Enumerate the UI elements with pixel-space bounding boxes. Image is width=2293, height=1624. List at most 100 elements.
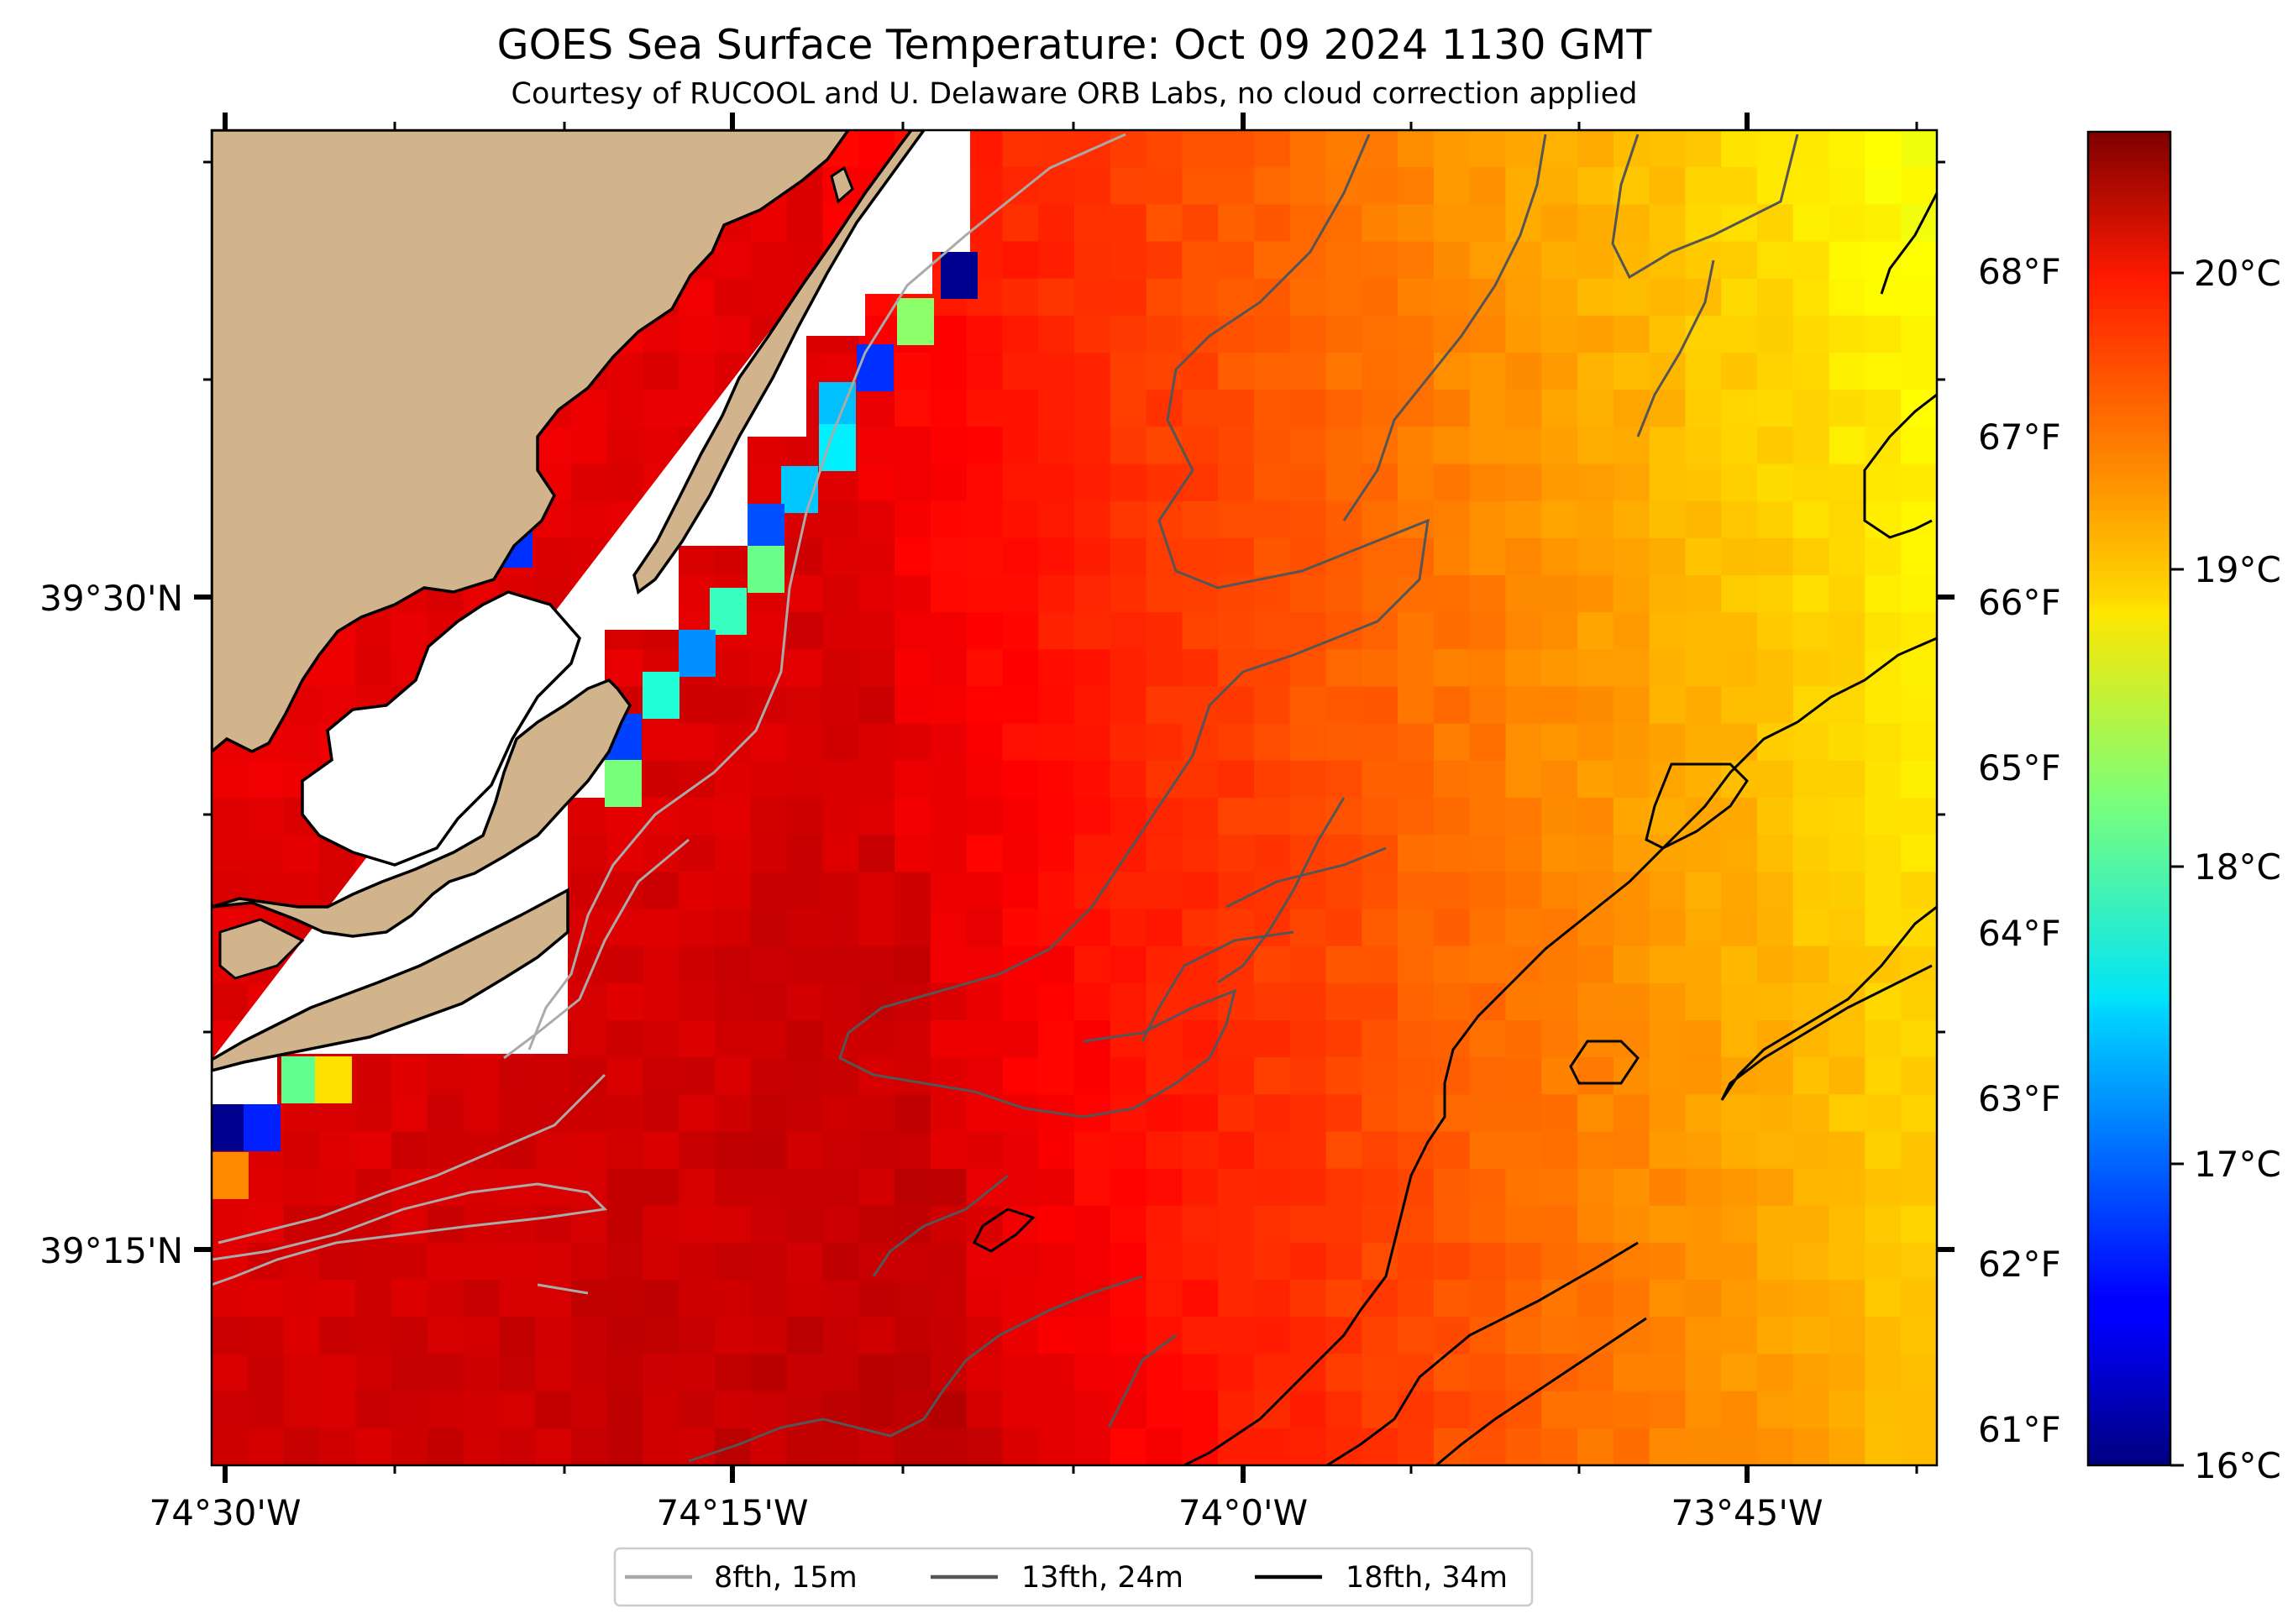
sst-cell [1325,1280,1362,1318]
sst-cell [427,1131,464,1170]
sst-cell [535,1057,572,1095]
sst-cell [535,1317,572,1355]
sst-cell [1829,1280,1866,1318]
sst-cell [786,1317,824,1355]
sst-cell [1038,1428,1075,1465]
sst-cell [715,1057,752,1095]
sst-cell [1865,464,1902,502]
sst-cell [1398,278,1435,317]
sst-cell [1541,427,1578,465]
fahrenheit-tick-label: 64°F [1978,913,2061,954]
sst-cell [1362,798,1398,836]
sst-cell [1325,760,1362,799]
sst-cell [1289,723,1327,762]
sst-cell [966,649,1004,688]
sst-cell [1325,1131,1362,1170]
sst-cell [1146,464,1183,502]
sst-cell [1289,427,1327,465]
sst-cell [1253,1020,1291,1058]
sst-cell [355,1243,392,1281]
sst-cell [1146,1205,1183,1244]
sst-cell [1289,1168,1327,1207]
sst-cell [1182,390,1219,427]
sst-cell [1398,353,1435,390]
sst-cell [1398,1391,1435,1429]
sst-cell [1649,575,1687,613]
sst-cell [1362,427,1398,465]
sst-cell [1829,798,1866,836]
sst-cell [1074,167,1111,205]
sst-cell [1002,612,1039,650]
sst-cell [1146,353,1183,390]
fahrenheit-tick-label: 61°F [1978,1409,2061,1450]
sst-cell [1002,1280,1039,1318]
sst-cell [786,872,824,910]
sst-cell [355,1168,392,1207]
sst-cell [679,1205,716,1244]
sst-cell [643,1020,680,1058]
sst-cell [499,1094,536,1133]
sst-cell [1721,1094,1758,1133]
sst-cell [1901,798,1937,836]
sst-cell [858,537,895,576]
sst-cell [391,1168,428,1207]
sst-cell [895,835,931,872]
legend-label-8fth: 8fth, 15m [714,1561,858,1595]
sst-cell [1398,1428,1435,1465]
fahrenheit-tick-label: 63°F [1978,1078,2061,1119]
sst-cell [1649,982,1687,1021]
sst-cell [212,760,249,799]
sst-cell [1577,1020,1614,1058]
sst-cell [1253,1428,1291,1465]
fahrenheit-tick-label: 65°F [1978,747,2061,788]
sst-cell [1901,1020,1937,1058]
sst-cell [1398,1354,1435,1392]
sst-cell [1038,649,1075,688]
sst-cell [1613,1243,1650,1281]
sst-cell [1362,1057,1398,1095]
sst-cell [1146,1317,1183,1355]
sst-cell [1218,760,1255,799]
sst-cell [355,649,392,688]
sst-cell [1577,909,1614,947]
sst-cell [1469,982,1507,1021]
sst-cell [822,500,859,539]
sst-cell [1505,390,1542,427]
sst-cell [750,835,788,872]
sst-cell [499,1243,536,1281]
sst-cell [1829,241,1866,280]
sst-cell [858,612,895,650]
sst-cell [1289,982,1327,1021]
sst-cell [605,760,642,807]
sst-cell [1505,649,1542,688]
sst-cell [930,1094,968,1133]
sst-cell [679,723,716,762]
sst-cell [1829,1020,1866,1058]
celsius-tick-label: 17°C [2194,1144,2281,1185]
sst-cell [1613,1391,1650,1429]
sst-cell [1829,1317,1866,1355]
sst-cell [679,1057,716,1095]
sst-cell [1577,1428,1614,1465]
sst-cell [1829,1057,1866,1095]
sst-cell [391,1428,428,1465]
sst-cell [786,835,824,872]
sst-cell [1362,686,1398,725]
sst-cell [1038,1391,1075,1429]
sst-cell [1721,537,1758,576]
sst-cell [1613,537,1650,576]
sst-cell [1433,798,1471,836]
sst-cell [1865,353,1902,390]
sst-cell [1182,798,1219,836]
sst-cell [750,982,788,1021]
sst-cell [463,1057,500,1095]
sst-cell [212,1428,249,1465]
sst-cell [606,1094,644,1133]
sst-cell [1757,760,1794,799]
sst-cell [1289,204,1327,243]
sst-cell [1721,575,1758,613]
sst-cell [1074,872,1111,910]
sst-cell [1182,427,1219,465]
sst-cell [499,1057,536,1095]
sst-cell [897,298,934,345]
